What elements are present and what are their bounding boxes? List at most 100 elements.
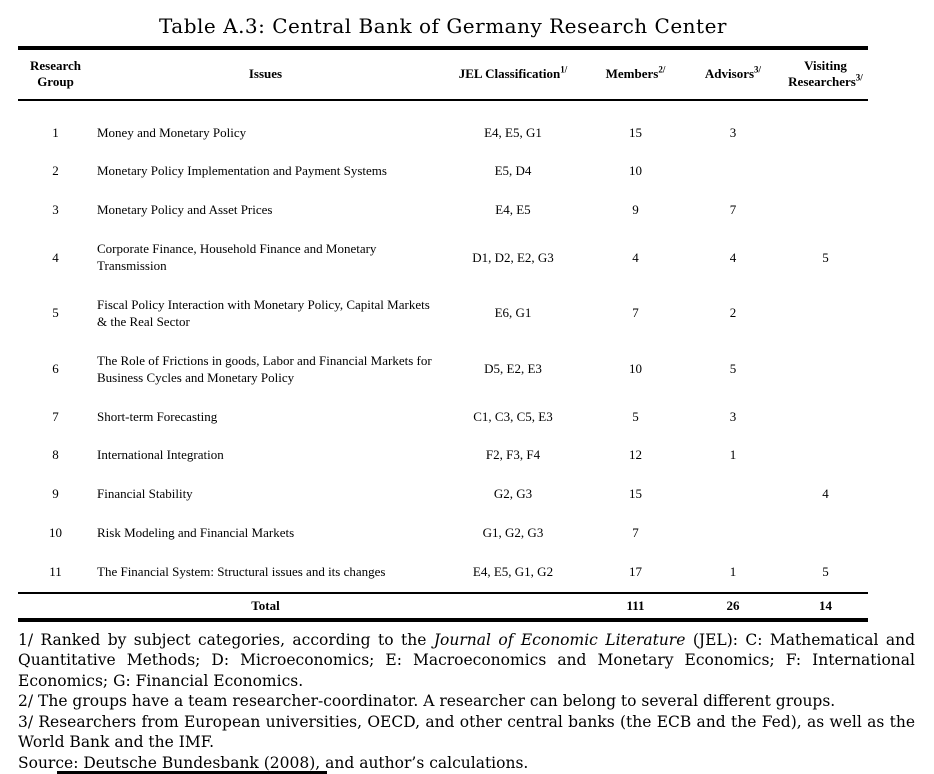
- cell-advisors: 4: [729, 249, 737, 265]
- visiting-footnote-mark: 3/: [855, 72, 863, 83]
- cell-issue: Corporate Finance, Household Finance and…: [97, 241, 377, 274]
- table-row: 8 International Integration F2, F3, F4 1…: [18, 436, 868, 475]
- footnotes: 1/ Ranked by subject categories, accordi…: [18, 630, 915, 773]
- total-advisors: 26: [683, 591, 783, 622]
- cell-members: 4: [632, 249, 639, 265]
- cell-visiting: [783, 342, 868, 398]
- table-title: Table A.3: Central Bank of Germany Resea…: [159, 14, 727, 38]
- cell-members: 17: [629, 564, 642, 580]
- cell-members: 5: [632, 408, 639, 424]
- cell-issue: The Financial System: Structural issues …: [97, 564, 386, 580]
- table-row: 9 Financial Stability G2, G3 15 4: [18, 475, 868, 514]
- table-row: 5 Fiscal Policy Interaction with Monetar…: [18, 286, 868, 342]
- table-row: 6 The Role of Frictions in goods, Labor …: [18, 342, 868, 398]
- cell-issue: Financial Stability: [97, 486, 193, 502]
- cell-group: 10: [49, 525, 62, 541]
- cell-jel: C1, C3, C5, E3: [473, 408, 553, 424]
- cell-members: 12: [629, 447, 642, 463]
- cell-visiting: [783, 152, 868, 191]
- header-members: Members2/: [588, 48, 683, 101]
- cell-advisors: 7: [729, 202, 737, 218]
- cell-advisors: 5: [729, 361, 737, 377]
- header-advisors: Advisors3/: [683, 48, 783, 101]
- cell-jel: E6, G1: [494, 305, 532, 321]
- table-row: 11 The Financial System: Structural issu…: [18, 553, 868, 593]
- cell-visiting: [783, 398, 868, 437]
- advisors-footnote-mark: 3/: [754, 64, 762, 75]
- total-visiting: 14: [783, 591, 868, 622]
- table-body: 1 Money and Monetary Policy E4, E5, G1 1…: [18, 100, 868, 593]
- cell-members: 15: [629, 124, 642, 140]
- cell-group: 2: [52, 163, 59, 179]
- jel-footnote-mark: 1/: [560, 64, 568, 75]
- cell-issue: Monetary Policy Implementation and Payme…: [97, 163, 387, 179]
- cell-group: 8: [52, 447, 59, 463]
- table-row: 4 Corporate Finance, Household Finance a…: [18, 230, 868, 286]
- header-visiting-researchers: Visiting Researchers3/: [783, 48, 868, 101]
- cell-issue: Fiscal Policy Interaction with Monetary …: [97, 296, 430, 329]
- cell-group: 5: [52, 305, 59, 321]
- table-row: 1 Money and Monetary Policy E4, E5, G1 1…: [18, 100, 868, 153]
- table-header: Research Group Issues JEL Classification…: [18, 48, 868, 101]
- cell-visiting: [783, 100, 868, 153]
- footnote-1: 1/ Ranked by subject categories, accordi…: [18, 630, 916, 690]
- cell-group: 1: [52, 124, 59, 140]
- cell-issue: Short-term Forecasting: [97, 408, 218, 424]
- cell-jel: D5, E2, E3: [484, 361, 542, 377]
- cell-advisors: [683, 152, 783, 191]
- cell-visiting: 5: [822, 249, 829, 265]
- cell-visiting: 4: [822, 486, 829, 502]
- cell-jel: E4, E5, G1: [484, 124, 542, 140]
- cell-jel: F2, F3, F4: [485, 447, 541, 463]
- cell-visiting: 5: [822, 564, 829, 580]
- cell-jel: G2, G3: [493, 486, 533, 502]
- journal-name-italic: Journal of Economic Literature: [433, 630, 686, 649]
- cell-members: 7: [632, 305, 639, 321]
- header-jel-classification: JEL Classification1/: [438, 48, 588, 101]
- cell-group: 6: [52, 361, 59, 377]
- cell-members: 7: [632, 525, 639, 541]
- members-footnote-mark: 2/: [658, 64, 666, 75]
- cell-advisors: 3: [729, 124, 737, 140]
- cell-advisors: 1: [729, 564, 737, 580]
- table-row: 2 Monetary Policy Implementation and Pay…: [18, 152, 868, 191]
- cell-advisors: 1: [729, 447, 737, 463]
- cell-jel: E5, D4: [494, 163, 532, 179]
- cell-issue: Money and Monetary Policy: [97, 124, 247, 140]
- total-row: Total 111 26 14: [18, 591, 868, 622]
- table-row: 7 Short-term Forecasting C1, C3, C5, E3 …: [18, 398, 868, 437]
- cell-jel: D1, D2, E2, G3: [472, 249, 554, 265]
- cell-issue: The Role of Frictions in goods, Labor an…: [97, 352, 432, 385]
- cell-jel: E4, E5: [495, 202, 531, 218]
- header-issues: Issues: [93, 48, 438, 101]
- total-members: 111: [588, 591, 683, 622]
- cell-members: 10: [629, 163, 642, 179]
- source-note: Source: Deutsche Bundesbank (2008), and …: [18, 753, 529, 772]
- cell-visiting: [783, 191, 868, 230]
- cell-visiting: [783, 436, 868, 475]
- cell-visiting: [783, 514, 868, 553]
- footnote-3: 3/ Researchers from European universitie…: [18, 712, 915, 752]
- cell-members: 9: [632, 202, 639, 218]
- cell-members: 15: [629, 486, 642, 502]
- table-row: 10 Risk Modeling and Financial Markets G…: [18, 514, 868, 553]
- cell-jel: E4, E5, G1, G2: [472, 564, 554, 580]
- cell-group: 9: [52, 486, 59, 502]
- cell-issue: Monetary Policy and Asset Prices: [97, 202, 273, 218]
- cell-group: 7: [52, 408, 59, 424]
- total-label: Total: [93, 591, 438, 622]
- cell-group: 3: [52, 202, 59, 218]
- cell-issue: International Integration: [97, 447, 224, 463]
- research-table: Research Group Issues JEL Classification…: [18, 46, 868, 622]
- cell-members: 10: [629, 361, 642, 377]
- footnote-2: 2/ The groups have a team researcher-coo…: [18, 692, 836, 711]
- header-research-group: Research Group: [18, 48, 93, 101]
- total-empty-group: [18, 591, 93, 622]
- cell-advisors: 2: [729, 305, 737, 321]
- cell-issue: Risk Modeling and Financial Markets: [97, 525, 295, 541]
- cell-advisors: [683, 514, 783, 553]
- partial-rule: [57, 771, 327, 774]
- total-empty-jel: [438, 591, 588, 622]
- table-row: 3 Monetary Policy and Asset Prices E4, E…: [18, 191, 868, 230]
